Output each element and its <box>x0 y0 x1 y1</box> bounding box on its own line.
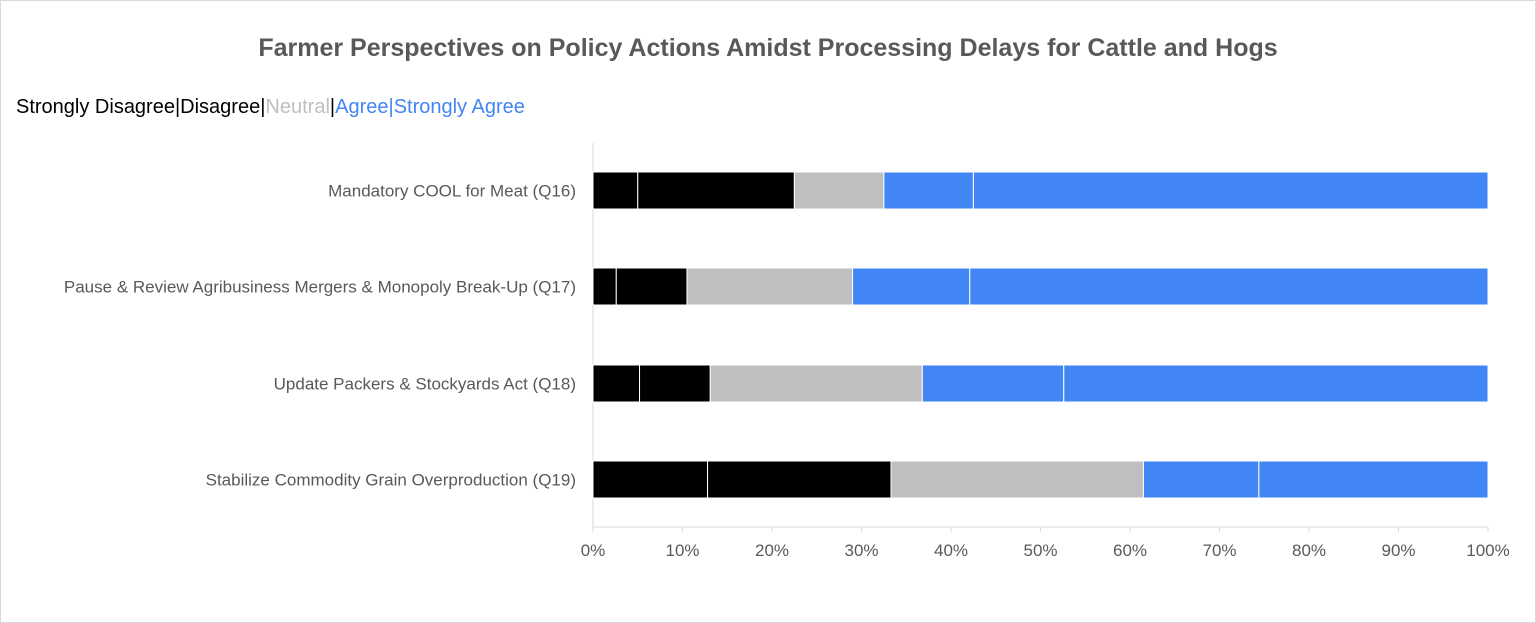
chart-title: Farmer Perspectives on Policy Actions Am… <box>258 34 1278 62</box>
bar-neutral <box>890 460 1144 499</box>
legend-segment-0: Strongly Disagree <box>16 96 175 118</box>
bar-disagree <box>639 364 711 403</box>
bar-neutral <box>709 364 923 403</box>
x-tick-label: 50% <box>1023 541 1057 560</box>
bar-strongly_agree <box>969 267 1489 306</box>
bar-strongly_disagree <box>592 364 641 403</box>
x-tick-label: 10% <box>665 541 699 560</box>
legend-segment-2: Disagree <box>180 96 261 118</box>
legend-segment-8: Strongly Agree <box>393 96 525 118</box>
x-tick-label: 20% <box>755 541 789 560</box>
bar-strongly_agree <box>1258 460 1489 499</box>
x-tick-label: 0% <box>581 541 606 560</box>
bar-neutral <box>793 171 885 210</box>
category-label: Pause & Review Agribusiness Mergers & Mo… <box>64 278 576 297</box>
bar-strongly_disagree <box>592 171 639 210</box>
legend-segment-5: | <box>329 96 336 118</box>
bar-strongly_agree <box>972 171 1489 210</box>
category-label: Update Packers & Stockyards Act (Q18) <box>274 375 576 394</box>
x-tick-label: 30% <box>844 541 878 560</box>
category-label: Stabilize Commodity Grain Overproduction… <box>206 471 576 490</box>
bar-disagree <box>637 171 795 210</box>
bar-neutral <box>686 267 854 306</box>
legend-segment-1: | <box>174 96 181 118</box>
x-tick-label: 90% <box>1381 541 1415 560</box>
bar-agree <box>852 267 971 306</box>
x-tick-label: 40% <box>934 541 968 560</box>
bar-agree <box>1142 460 1260 499</box>
category-label: Mandatory COOL for Meat (Q16) <box>328 182 576 201</box>
bar-strongly_agree <box>1063 364 1489 403</box>
bar-disagree <box>615 267 688 306</box>
legend-segment-3: | <box>260 96 266 118</box>
x-tick-label: 100% <box>1466 541 1509 560</box>
legend: Strongly Disagree|Disagree|Neutral|Agree… <box>16 96 525 119</box>
x-tick-label: 70% <box>1202 541 1236 560</box>
legend-segment-7: | <box>388 96 394 118</box>
x-tick-label: 80% <box>1292 541 1326 560</box>
bar-agree <box>883 171 974 210</box>
bar-strongly_disagree <box>592 460 709 499</box>
bar-disagree <box>707 460 892 499</box>
legend-segment-4: Neutral <box>265 96 330 118</box>
bar-strongly_disagree <box>592 267 617 306</box>
x-tick-label: 60% <box>1113 541 1147 560</box>
bar-agree <box>921 364 1065 403</box>
legend-segment-6: Agree <box>335 96 389 118</box>
